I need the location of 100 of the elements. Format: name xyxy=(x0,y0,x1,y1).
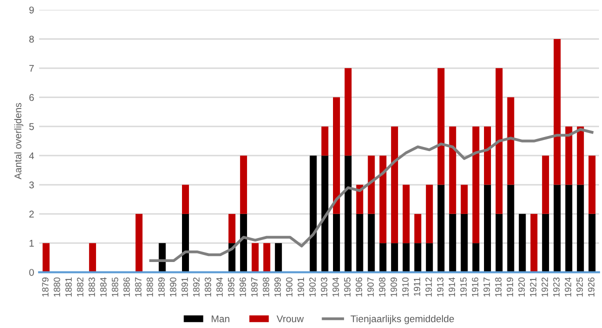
x-tick-label: 1914 xyxy=(448,277,456,296)
bar xyxy=(368,156,375,214)
y-tick-label: 5 xyxy=(29,123,34,130)
bar xyxy=(402,243,410,272)
legend-label: Vrouw xyxy=(276,315,304,322)
bar xyxy=(484,126,491,185)
x-tick-label: 1921 xyxy=(530,278,536,296)
bar xyxy=(136,214,143,272)
line-series xyxy=(149,128,594,262)
x-tick-label: 1917 xyxy=(484,278,490,296)
bar xyxy=(42,243,50,272)
bar xyxy=(414,243,422,272)
x-tick-label: 1911 xyxy=(414,278,420,296)
bar xyxy=(402,184,410,244)
bar xyxy=(368,214,375,272)
bar xyxy=(438,184,445,272)
bar xyxy=(530,214,538,272)
x-tick-label: 1908 xyxy=(378,277,386,296)
bar xyxy=(426,243,433,272)
bar xyxy=(414,214,422,244)
x-tick-label: 1886 xyxy=(123,277,130,296)
bar xyxy=(344,68,352,156)
bar xyxy=(472,126,480,244)
x-tick-label: 1920 xyxy=(518,277,525,296)
bar xyxy=(542,214,550,272)
bar xyxy=(472,243,480,272)
bar xyxy=(379,243,386,272)
bar xyxy=(496,68,503,214)
x-tick-label: 1879 xyxy=(42,278,49,296)
x-tick-label: 1899 xyxy=(274,278,281,296)
bar xyxy=(542,156,550,214)
bar xyxy=(240,156,248,214)
bar xyxy=(252,243,259,272)
y-tick-label: 0 xyxy=(29,268,34,276)
x-tick-label: 1923 xyxy=(553,277,560,296)
x-tick-label: 1884 xyxy=(100,277,107,296)
x-tick-label: 1910 xyxy=(402,277,409,296)
bar xyxy=(565,126,572,185)
x-tick-label: 1898 xyxy=(262,277,270,296)
bar xyxy=(89,243,96,272)
x-tick-label: 1890 xyxy=(170,277,176,296)
x-tick-label: 1883 xyxy=(88,277,95,296)
x-tick-label: 1896 xyxy=(240,277,246,296)
bar xyxy=(321,156,328,272)
bar xyxy=(182,184,189,214)
x-tick-label: 1904 xyxy=(332,277,339,296)
x-tick-label: 1885 xyxy=(112,277,118,296)
x-tick-label: 1893 xyxy=(204,277,212,296)
x-tick-label: 1887 xyxy=(135,278,142,296)
x-tick-label: 1888 xyxy=(146,277,154,296)
bar xyxy=(321,126,328,156)
bar xyxy=(588,156,596,214)
x-tick-label: 1915 xyxy=(460,277,467,296)
x-tick-label: 1918 xyxy=(495,277,502,296)
x-tick-label: 1922 xyxy=(542,278,548,296)
x-tick-label: 1889 xyxy=(158,278,165,296)
y-tick-label: 6 xyxy=(29,94,34,101)
bar xyxy=(449,126,456,214)
bar xyxy=(391,243,398,272)
x-tick-label: 1902 xyxy=(309,278,316,296)
bar xyxy=(507,97,514,185)
x-tick-label: 1912 xyxy=(425,278,432,296)
x-tick-label: 1926 xyxy=(588,277,594,296)
x-tick-label: 1882 xyxy=(76,278,84,296)
x-tick-label: 1894 xyxy=(216,277,223,296)
x-tick-label: 1924 xyxy=(564,277,572,296)
x-tick-label: 1906 xyxy=(356,277,362,296)
bar xyxy=(507,184,514,272)
x-tick-label: 1880 xyxy=(54,277,60,296)
x-tick-label: 1897 xyxy=(251,278,258,296)
bar xyxy=(460,184,468,214)
x-tick-label: 1895 xyxy=(228,277,234,296)
y-tick-label: 2 xyxy=(29,210,34,218)
bar xyxy=(333,97,340,214)
bar xyxy=(438,68,445,185)
bar xyxy=(274,243,282,272)
bar xyxy=(379,156,386,244)
legend-label: Man xyxy=(212,315,230,322)
bar xyxy=(565,184,572,272)
x-tick-label: 1925 xyxy=(576,277,583,296)
bar xyxy=(554,184,561,272)
bar xyxy=(391,126,398,244)
x-tick-label: 1900 xyxy=(286,277,292,296)
bar xyxy=(344,156,352,272)
bar xyxy=(263,243,270,272)
bar xyxy=(356,214,364,272)
x-tick-label: 1909 xyxy=(390,278,397,296)
x-tick-label: 1919 xyxy=(506,278,514,296)
bar xyxy=(449,214,456,272)
y-tick-label: 8 xyxy=(29,36,34,43)
x-tick-label: 1905 xyxy=(344,277,351,296)
bar xyxy=(576,184,584,272)
x-tick-label: 1916 xyxy=(472,277,478,296)
bar xyxy=(576,126,584,185)
legend-label: Tienjaarlijks gemiddelde xyxy=(350,315,454,324)
bar xyxy=(588,214,596,272)
x-tick-label: 1903 xyxy=(320,277,328,296)
y-tick-label: 1 xyxy=(30,240,34,247)
bar xyxy=(484,184,491,272)
x-tick-label: 1881 xyxy=(65,278,72,296)
